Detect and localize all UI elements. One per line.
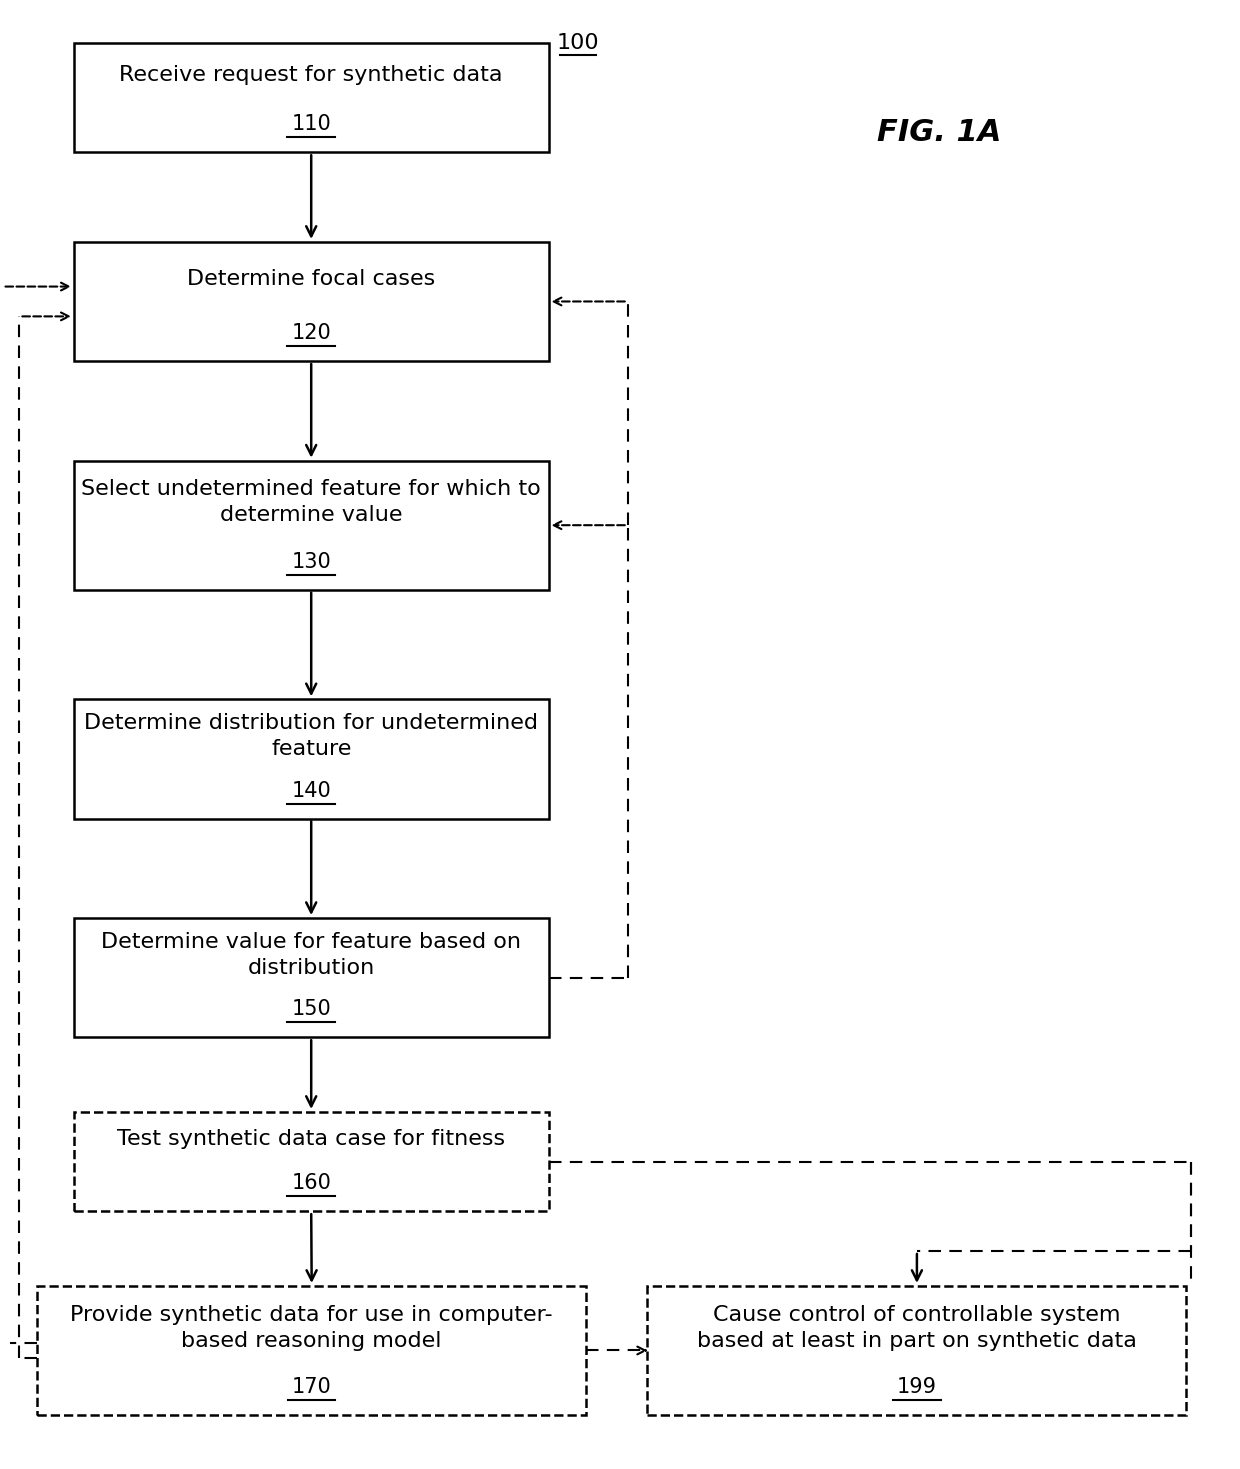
Bar: [37, 1285, 587, 1415]
Text: FIG. 1A: FIG. 1A: [877, 118, 1002, 147]
Text: Receive request for synthetic data: Receive request for synthetic data: [119, 65, 503, 85]
Bar: [74, 242, 548, 361]
Bar: [74, 918, 548, 1037]
Text: 110: 110: [291, 115, 331, 135]
Text: Determine focal cases: Determine focal cases: [187, 269, 435, 288]
Text: 120: 120: [291, 323, 331, 344]
Text: determine value: determine value: [219, 505, 403, 526]
Text: 150: 150: [291, 999, 331, 1019]
Text: feature: feature: [272, 739, 351, 759]
Bar: [74, 699, 548, 818]
Text: 130: 130: [291, 552, 331, 571]
Bar: [647, 1285, 1187, 1415]
Bar: [74, 461, 548, 591]
Text: 170: 170: [291, 1378, 331, 1397]
Text: 199: 199: [897, 1378, 937, 1397]
Text: based reasoning model: based reasoning model: [181, 1331, 441, 1350]
Text: 160: 160: [291, 1174, 331, 1193]
Bar: [74, 43, 548, 153]
Text: distribution: distribution: [248, 958, 374, 978]
Text: 100: 100: [557, 32, 599, 53]
Text: Determine distribution for undetermined: Determine distribution for undetermined: [84, 712, 538, 733]
Text: Select undetermined feature for which to: Select undetermined feature for which to: [82, 479, 541, 499]
Text: Test synthetic data case for fitness: Test synthetic data case for fitness: [117, 1128, 505, 1149]
Text: Provide synthetic data for use in computer-: Provide synthetic data for use in comput…: [71, 1304, 553, 1325]
Text: Cause control of controllable system: Cause control of controllable system: [713, 1304, 1121, 1325]
Text: Determine value for feature based on: Determine value for feature based on: [102, 931, 521, 952]
Text: 140: 140: [291, 780, 331, 801]
Text: based at least in part on synthetic data: based at least in part on synthetic data: [697, 1331, 1137, 1350]
Bar: [74, 1112, 548, 1212]
